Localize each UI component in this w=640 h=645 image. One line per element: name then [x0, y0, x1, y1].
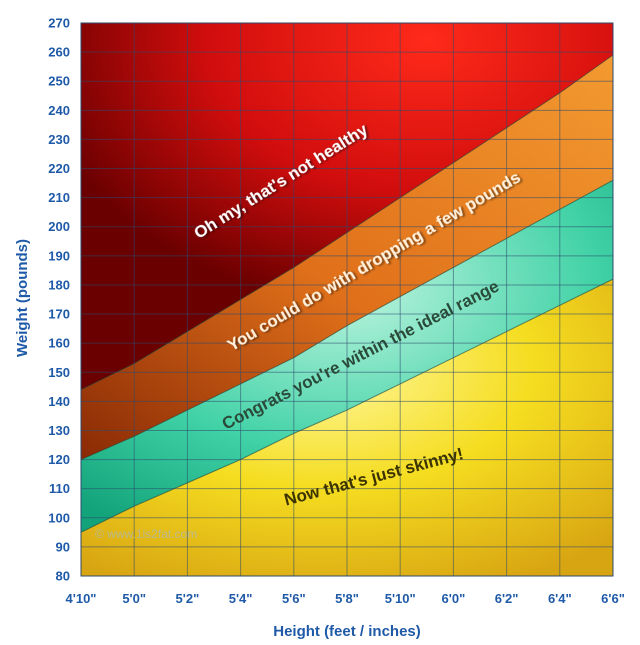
y-tick-label: 110: [49, 481, 70, 496]
x-tick-label: 5'10": [385, 591, 416, 606]
y-tick-label: 100: [48, 510, 70, 525]
y-tick-label: 210: [48, 190, 70, 205]
y-tick-label: 120: [48, 452, 70, 467]
y-tick-label: 220: [48, 161, 70, 176]
x-tick-label: 6'0": [442, 591, 466, 606]
y-tick-label: 250: [48, 74, 70, 89]
x-tick-label: 5'2": [176, 591, 200, 606]
x-axis-title: Height (feet / inches): [273, 623, 421, 640]
y-tick-label: 190: [48, 248, 70, 263]
y-tick-label: 150: [48, 365, 70, 380]
y-tick-label: 180: [48, 277, 70, 292]
tick-labels-layer: 80 90 100 110 120 130 140 150 160 170 180 190 200 210…: [48, 16, 625, 607]
x-tick-label: 6'6": [601, 591, 625, 606]
x-tick-label: 5'6": [282, 591, 306, 606]
y-tick-label: 230: [48, 132, 70, 147]
x-tick-label: 5'0": [122, 591, 146, 606]
x-tick-label: 6'4": [548, 591, 572, 606]
y-axis-title: Weight (pounds): [14, 239, 31, 357]
x-tick-label: 6'2": [495, 591, 519, 606]
y-tick-label: 90: [56, 539, 70, 554]
y-tick-label: 160: [48, 336, 70, 351]
plot-frame: [80, 22, 614, 577]
grid-layer: [80, 22, 614, 577]
y-tick-label: 200: [48, 219, 70, 234]
x-tick-label: 5'8": [335, 591, 359, 606]
y-tick-label: 240: [48, 103, 70, 118]
y-tick-label: 260: [48, 45, 70, 60]
y-tick-label: 80: [56, 569, 70, 584]
y-tick-label: 140: [48, 394, 70, 409]
y-tick-label: 170: [48, 307, 70, 322]
y-tick-label: 270: [48, 16, 70, 31]
x-tick-label: 5'4": [229, 591, 253, 606]
watermark-text: © www.1is2fat.com: [95, 527, 197, 541]
x-tick-label: 4'10": [66, 591, 97, 606]
y-tick-label: 130: [48, 423, 70, 438]
